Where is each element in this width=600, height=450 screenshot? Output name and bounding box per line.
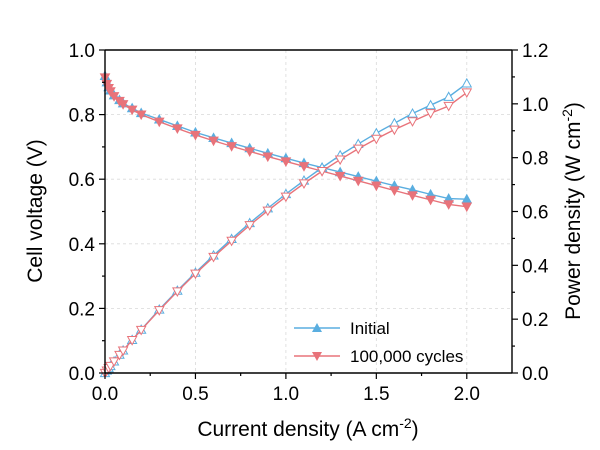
data-point: [190, 269, 201, 280]
y2-tick-label: 0.0: [522, 364, 548, 385]
data-point: [208, 252, 219, 263]
legend: Initial 100,000 cycles: [294, 319, 463, 366]
y2-tick-label: 0.6: [522, 203, 548, 224]
x-tick-label: 2.0: [454, 384, 480, 405]
data-point: [172, 287, 183, 297]
y2-tick-label: 0.8: [522, 149, 548, 170]
data-point: [117, 100, 129, 110]
data-point: [208, 136, 219, 147]
legend-label-cycles: 100,000 cycles: [350, 347, 463, 366]
ticks: 0.0 0.5 1.0 1.5 2.0 0.0 0.2 0.4 0.6 0.8 1.0 0.0 0.2 0…: [69, 41, 549, 405]
data-point: [407, 117, 418, 127]
y-tick-label: 0.8: [69, 106, 95, 127]
data-point: [352, 144, 364, 155]
data-point: [153, 306, 165, 316]
data-point: [244, 147, 256, 157]
y2-tick-label: 1.2: [522, 41, 548, 62]
data-point: [298, 179, 310, 190]
data-point: [298, 162, 310, 172]
data-point: [262, 206, 274, 217]
data-point: [407, 191, 418, 201]
x-tick-label: 0.5: [182, 384, 208, 405]
data-point: [126, 105, 138, 116]
data-point: [425, 195, 436, 206]
data-point: [126, 336, 138, 346]
y2-tick-label: 1.0: [522, 95, 548, 116]
y2-axis-label: Power density (W cm-2): [559, 102, 585, 320]
data-point: [135, 325, 147, 336]
y2-tick-label: 0.2: [522, 310, 548, 331]
x-tick-label: 1.5: [363, 384, 389, 405]
data-point: [316, 167, 328, 177]
y-tick-label: 0.2: [69, 299, 95, 320]
x-tick-label: 1.0: [273, 384, 299, 405]
legend-marker-cycles: [312, 352, 322, 361]
data-point: [461, 88, 473, 99]
data-point: [105, 87, 116, 97]
data-point: [226, 142, 237, 152]
legend-marker-initial: [312, 323, 322, 332]
data-point: [461, 77, 473, 88]
data-point: [334, 155, 346, 166]
data-point: [108, 357, 120, 367]
data-point: [443, 200, 455, 210]
y-tick-label: 0.6: [69, 170, 95, 191]
data-point: [117, 346, 129, 357]
data-point: [334, 171, 346, 182]
data-point: [443, 101, 455, 112]
data-point: [389, 125, 400, 136]
legend-label-initial: Initial: [350, 319, 390, 338]
y-axis-label: Cell voltage (V): [24, 139, 47, 283]
data-point: [407, 107, 418, 118]
data-point: [226, 236, 237, 247]
x-axis-label: Current density (A cm-2): [197, 415, 418, 441]
series-layer: [99, 70, 473, 379]
data-point: [153, 117, 165, 128]
series-3: [99, 88, 473, 379]
data-point: [352, 176, 364, 187]
data-point: [389, 186, 400, 197]
x-tick-label: 0.0: [92, 384, 118, 405]
data-point: [108, 92, 120, 102]
data-point: [425, 99, 436, 110]
data-point: [370, 181, 382, 192]
data-point: [280, 157, 292, 167]
data-point: [461, 202, 473, 213]
data-point: [425, 109, 436, 119]
data-point: [190, 130, 201, 141]
data-point: [135, 110, 147, 121]
data-point: [280, 192, 292, 203]
y2-tick-label: 0.4: [522, 256, 549, 277]
y-tick-label: 0.0: [69, 364, 95, 385]
data-point: [262, 152, 274, 163]
data-point: [244, 221, 256, 231]
data-point: [370, 134, 382, 145]
data-point: [172, 124, 183, 135]
y-tick-label: 0.4: [69, 235, 96, 256]
y-tick-label: 1.0: [69, 41, 95, 62]
data-point: [443, 91, 455, 101]
